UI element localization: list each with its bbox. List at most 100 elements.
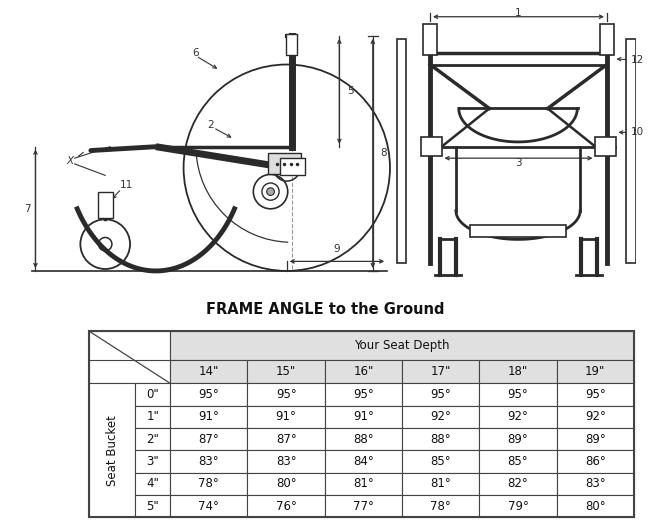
Text: X: X xyxy=(66,156,73,166)
Text: 91°: 91° xyxy=(353,411,374,423)
Text: 7: 7 xyxy=(25,204,31,214)
Bar xyxy=(479,495,556,517)
Bar xyxy=(89,360,170,383)
Text: 6: 6 xyxy=(192,48,200,58)
Bar xyxy=(170,406,248,428)
Text: 80°: 80° xyxy=(585,500,606,513)
Bar xyxy=(325,406,402,428)
Bar xyxy=(135,383,170,406)
Text: 89°: 89° xyxy=(508,433,528,446)
Bar xyxy=(479,383,556,406)
Bar xyxy=(556,360,634,383)
Bar xyxy=(402,383,479,406)
Bar xyxy=(556,495,634,517)
Text: 80°: 80° xyxy=(276,477,296,490)
Bar xyxy=(556,428,634,450)
Text: 1: 1 xyxy=(515,8,521,18)
Bar xyxy=(556,383,634,406)
Bar xyxy=(248,473,325,495)
Text: Your Seat Depth: Your Seat Depth xyxy=(354,339,450,352)
Text: Seat Bucket: Seat Bucket xyxy=(106,415,119,486)
Text: 85°: 85° xyxy=(430,455,451,468)
Text: 95°: 95° xyxy=(276,388,296,401)
Text: 77°: 77° xyxy=(353,500,374,513)
Text: 18": 18" xyxy=(508,365,528,378)
Bar xyxy=(421,137,441,156)
Text: 15": 15" xyxy=(276,365,296,378)
Bar xyxy=(170,360,248,383)
Text: 0": 0" xyxy=(146,388,159,401)
Text: 95°: 95° xyxy=(508,388,528,401)
Bar xyxy=(170,473,248,495)
Text: 92°: 92° xyxy=(430,411,451,423)
Bar xyxy=(402,406,479,428)
Text: 82°: 82° xyxy=(508,477,528,490)
Bar xyxy=(170,383,248,406)
Bar xyxy=(89,331,634,517)
Text: 88°: 88° xyxy=(353,433,374,446)
Text: 12: 12 xyxy=(630,55,644,65)
Text: 86°: 86° xyxy=(585,455,606,468)
Bar xyxy=(286,34,297,55)
Text: 2": 2" xyxy=(146,433,159,446)
Text: 91°: 91° xyxy=(276,411,296,423)
Bar xyxy=(402,360,479,383)
Bar xyxy=(325,428,402,450)
Bar xyxy=(248,450,325,473)
Bar xyxy=(268,153,301,174)
Text: FRAME ANGLE to the Ground: FRAME ANGLE to the Ground xyxy=(206,302,444,317)
Text: 10: 10 xyxy=(630,128,644,138)
Text: 2: 2 xyxy=(207,120,214,130)
Text: 95°: 95° xyxy=(585,388,606,401)
Text: 78°: 78° xyxy=(430,500,451,513)
Text: 14": 14" xyxy=(199,365,219,378)
Bar xyxy=(135,428,170,450)
Text: 3": 3" xyxy=(146,455,159,468)
Text: 16": 16" xyxy=(353,365,374,378)
Text: 83°: 83° xyxy=(585,477,606,490)
Bar xyxy=(402,473,479,495)
Text: 89°: 89° xyxy=(585,433,606,446)
Text: 87°: 87° xyxy=(198,433,219,446)
Bar xyxy=(248,428,325,450)
Text: 83°: 83° xyxy=(276,455,296,468)
Bar xyxy=(402,428,479,450)
Text: 87°: 87° xyxy=(276,433,296,446)
Bar xyxy=(98,192,113,218)
Text: 17": 17" xyxy=(430,365,451,378)
Bar xyxy=(248,360,325,383)
Bar xyxy=(89,383,135,517)
Bar xyxy=(170,331,634,360)
Text: 81°: 81° xyxy=(353,477,374,490)
Text: 5": 5" xyxy=(146,500,159,513)
Bar xyxy=(556,406,634,428)
Text: 5: 5 xyxy=(347,86,354,96)
Text: 3: 3 xyxy=(515,158,521,168)
Bar xyxy=(135,495,170,517)
Bar xyxy=(170,495,248,517)
Text: 76°: 76° xyxy=(276,500,296,513)
Bar xyxy=(170,428,248,450)
Text: 83°: 83° xyxy=(198,455,219,468)
Bar xyxy=(396,38,406,264)
Bar xyxy=(248,495,325,517)
Bar xyxy=(600,24,614,55)
Text: 92°: 92° xyxy=(585,411,606,423)
Text: 4": 4" xyxy=(146,477,159,490)
Text: 9: 9 xyxy=(333,243,340,253)
Text: 95°: 95° xyxy=(353,388,374,401)
Text: 8: 8 xyxy=(380,149,387,159)
Bar xyxy=(325,495,402,517)
Text: 81°: 81° xyxy=(430,477,451,490)
Bar xyxy=(248,406,325,428)
Text: 78°: 78° xyxy=(198,477,219,490)
Text: 1": 1" xyxy=(146,411,159,423)
Bar xyxy=(402,450,479,473)
Text: 88°: 88° xyxy=(430,433,451,446)
Bar xyxy=(325,360,402,383)
Bar xyxy=(135,450,170,473)
Bar xyxy=(479,406,556,428)
Bar xyxy=(248,383,325,406)
Bar xyxy=(280,158,305,175)
Bar xyxy=(479,428,556,450)
